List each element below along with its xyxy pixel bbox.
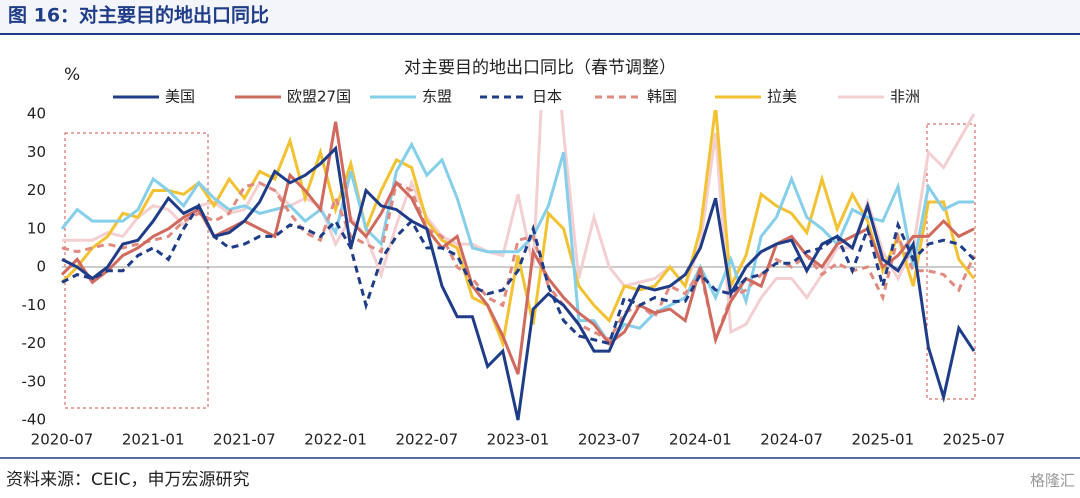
x-tick-label: 2024-01: [669, 431, 732, 449]
y-tick-label: -30: [22, 372, 47, 390]
y-tick-label: 0: [36, 258, 46, 276]
legend-label: 拉美: [767, 88, 797, 106]
source: 资料来源：CEIC，申万宏源研究: [6, 470, 250, 490]
legend-label: 非洲: [890, 88, 920, 106]
x-tick-label: 2022-01: [304, 431, 367, 449]
x-tick-label: 2022-07: [395, 431, 458, 449]
highlight-box: [64, 132, 209, 409]
highlight-box: [926, 123, 976, 400]
header-bg: [0, 0, 1080, 33]
x-tick-label: 2025-01: [851, 431, 914, 449]
x-tick-label: 2020-07: [31, 431, 94, 449]
y-tick-label: 20: [27, 181, 46, 199]
y-tick-label: 40: [27, 105, 46, 123]
series-line: [62, 110, 976, 335]
legend-label: 东盟: [422, 88, 452, 106]
x-tick-label: 2021-01: [122, 431, 185, 449]
watermark: 格隆汇: [1030, 472, 1075, 490]
x-tick-label: 2024-07: [760, 431, 823, 449]
y-tick-label: 30: [27, 143, 46, 161]
legend-label: 韩国: [647, 88, 677, 106]
chart-title: 对主要目的地出口同比（春节调整）: [404, 58, 676, 78]
y-label: %: [64, 65, 80, 85]
x-tick-label: 2023-01: [487, 431, 550, 449]
y-tick-label: -10: [22, 296, 47, 314]
y-tick-label: -20: [22, 334, 47, 352]
legend-label: 美国: [165, 88, 195, 106]
header-title: 图 16：对主要目的地出口同比: [8, 4, 269, 27]
legend-label: 日本: [532, 88, 562, 106]
x-tick-label: 2025-07: [943, 431, 1006, 449]
x-tick-label: 2021-07: [213, 431, 276, 449]
y-tick-label: 10: [27, 219, 46, 237]
x-tick-label: 2023-07: [578, 431, 641, 449]
series-line: [60, 141, 974, 347]
y-tick-label: -40: [22, 411, 47, 429]
series-line: [60, 110, 976, 349]
series-line: [61, 180, 976, 346]
series-line: [61, 145, 976, 421]
legend-label: 欧盟27国: [287, 88, 351, 106]
